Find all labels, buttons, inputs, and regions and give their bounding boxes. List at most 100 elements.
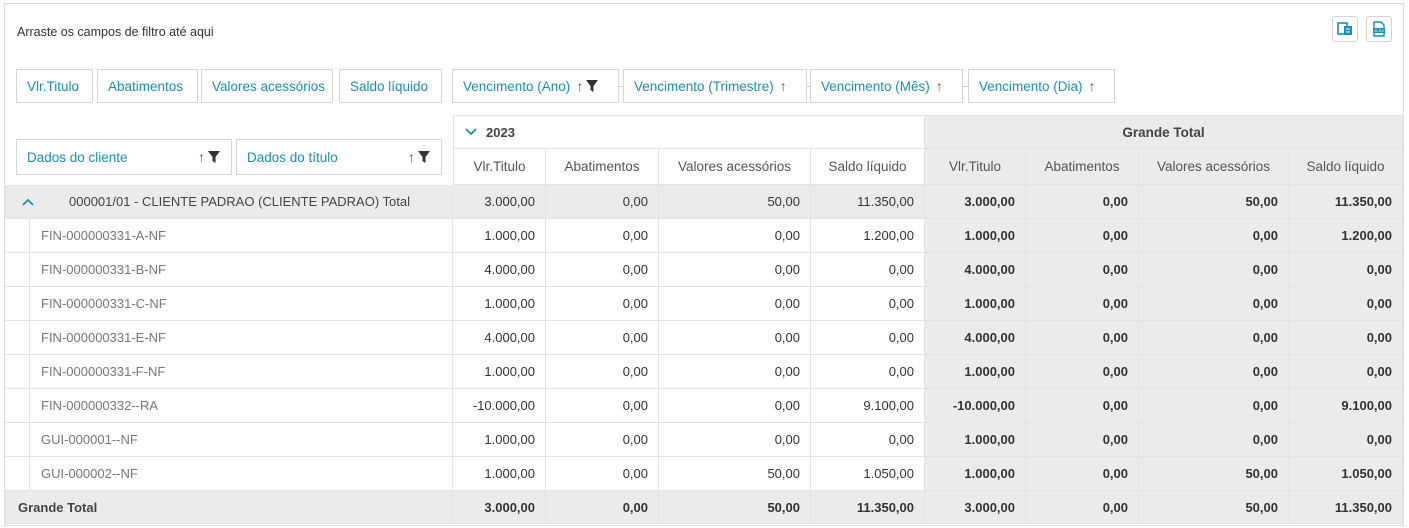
row-label: FIN-000000331-C-NF (5, 287, 453, 321)
column-header-year[interactable]: 2023 (453, 115, 925, 149)
grand-total-value-cell: 0,00 (1026, 219, 1139, 253)
sort-arrow-icon[interactable]: ↑ (779, 78, 787, 94)
value-cell: 4.000,00 (453, 321, 546, 355)
grand-total-label-text: Grande Total (18, 499, 98, 515)
value-cell: 0,00 (811, 253, 925, 287)
data-field-label: Abatimentos (108, 78, 184, 94)
grand-total-value-cell: 0,00 (1139, 287, 1289, 321)
value-cell: 1.000,00 (453, 355, 546, 389)
grand-total-value-cell: 0,00 (1139, 219, 1289, 253)
row-label-text: GUI-000001--NF (41, 432, 138, 447)
measure-header[interactable]: Vlr.Titulo (453, 149, 546, 185)
grand-total-value-cell: 0,00 (1026, 491, 1139, 524)
export-excel-icon[interactable]: XLSX (1366, 16, 1392, 42)
row-label-text: FIN-000000332--RA (41, 398, 159, 413)
row-field-label: Dados do cliente (27, 149, 128, 165)
data-field-chip[interactable]: Saldo líquido (339, 69, 442, 103)
value-cell: 0,00 (546, 457, 659, 491)
value-cell: 0,00 (659, 287, 811, 321)
row-field-chip[interactable]: Dados do cliente ↑ (16, 139, 232, 175)
data-field-label: Valores acessórios (212, 78, 326, 94)
row-field-controls: ↑ (402, 149, 431, 165)
client-row-label[interactable]: 000001/01 - CLIENTE PADRAO (CLIENTE PADR… (5, 185, 453, 219)
value-cell: 0,00 (811, 287, 925, 321)
filter-icon[interactable] (585, 79, 599, 93)
grand-total-value-cell: 11.350,00 (1289, 185, 1403, 219)
grand-total-value-cell: 0,00 (1289, 321, 1403, 355)
field-connector (963, 86, 968, 87)
grand-total-value-cell: 0,00 (1026, 287, 1139, 321)
grand-total-value-cell: 50,00 (1139, 491, 1289, 524)
column-field-chip[interactable]: Vencimento (Dia) ↑ (968, 69, 1115, 103)
value-cell: 9.100,00 (811, 389, 925, 423)
measure-header[interactable]: Valores acessórios (1139, 149, 1289, 185)
row-label-text: FIN-000000331-E-NF (41, 330, 166, 345)
chevron-down-icon[interactable] (464, 127, 478, 137)
grand-total-value-cell: 0,00 (1026, 423, 1139, 457)
column-field-chip[interactable]: Vencimento (Trimestre) ↑ (623, 69, 807, 103)
svg-text:XLSX: XLSX (1374, 28, 1385, 33)
measure-header[interactable]: Vlr.Titulo (925, 149, 1026, 185)
sort-arrow-icon[interactable]: ↑ (1088, 78, 1096, 94)
column-field-chip[interactable]: Vencimento (Ano) ↑ (452, 69, 619, 103)
grand-total-value-cell: 0,00 (1139, 423, 1289, 457)
value-cell: 1.050,00 (811, 457, 925, 491)
value-cell: 1.000,00 (453, 423, 546, 457)
data-field-chip[interactable]: Abatimentos (97, 69, 198, 103)
row-label-text: FIN-000000331-C-NF (41, 296, 167, 311)
value-cell: 1.000,00 (453, 457, 546, 491)
data-field-chip[interactable]: Vlr.Titulo (16, 69, 93, 103)
value-cell: 0,00 (811, 423, 925, 457)
sort-arrow-icon[interactable]: ↑ (198, 149, 205, 165)
data-field-chip[interactable]: Valores acessórios (201, 69, 333, 103)
measure-header[interactable]: Saldo líquido (1289, 149, 1403, 185)
sort-arrow-icon[interactable]: ↑ (935, 78, 943, 94)
grand-total-value-cell: 3.000,00 (925, 185, 1026, 219)
grand-total-value-cell: 0,00 (1289, 423, 1403, 457)
value-cell: 0,00 (659, 219, 811, 253)
column-field-label: Vencimento (Ano) (463, 78, 571, 94)
value-cell: 11.350,00 (811, 491, 925, 524)
grand-total-value-cell: 50,00 (1139, 185, 1289, 219)
filter-drop-area[interactable]: Arraste os campos de filtro até aqui (17, 25, 214, 39)
grand-total-value-cell: 0,00 (1026, 457, 1139, 491)
grand-total-value-cell: 0,00 (1139, 253, 1289, 287)
measure-header[interactable]: Abatimentos (1026, 149, 1139, 185)
grand-total-row-label: Grande Total (5, 491, 453, 524)
value-cell: 1.200,00 (811, 219, 925, 253)
column-field-label: Vencimento (Mês) (821, 78, 930, 94)
row-indent-strip (5, 287, 30, 321)
column-chooser-icon[interactable] (1332, 16, 1358, 42)
value-cell: 0,00 (546, 389, 659, 423)
row-label-text: GUI-000002--NF (41, 466, 138, 481)
filter-icon[interactable] (417, 150, 431, 164)
value-cell: 0,00 (546, 355, 659, 389)
column-field-chip[interactable]: Vencimento (Mês) ↑ (810, 69, 963, 103)
value-cell: 0,00 (546, 491, 659, 524)
sort-arrow-icon[interactable]: ↑ (408, 149, 415, 165)
grand-total-value-cell: 0,00 (1026, 253, 1139, 287)
value-cell: 0,00 (659, 253, 811, 287)
measure-header[interactable]: Valores acessórios (659, 149, 811, 185)
value-cell: 50,00 (659, 185, 811, 219)
row-field-chip[interactable]: Dados do título ↑ (236, 139, 442, 175)
row-label: FIN-000000332--RA (5, 389, 453, 423)
client-label-text: 000001/01 - CLIENTE PADRAO (CLIENTE PADR… (69, 194, 411, 209)
measure-header[interactable]: Abatimentos (546, 149, 659, 185)
value-cell: 0,00 (546, 253, 659, 287)
row-label-text: FIN-000000331-F-NF (41, 364, 166, 379)
grand-total-value-cell: 9.100,00 (1289, 389, 1403, 423)
measure-header[interactable]: Saldo líquido (811, 149, 925, 185)
row-label: FIN-000000331-B-NF (5, 253, 453, 287)
row-indent-strip (5, 355, 30, 389)
value-cell: 0,00 (659, 423, 811, 457)
filter-icon[interactable] (207, 150, 221, 164)
grand-total-value-cell: 1.000,00 (925, 423, 1026, 457)
grand-total-value-cell: 0,00 (1026, 355, 1139, 389)
sort-arrow-icon[interactable]: ↑ (576, 78, 584, 94)
chevron-up-icon[interactable] (21, 197, 35, 207)
row-field-label: Dados do título (247, 149, 338, 165)
column-field-label: Vencimento (Dia) (979, 78, 1083, 94)
row-label: FIN-000000331-E-NF (5, 321, 453, 355)
grand-total-value-cell: 11.350,00 (1289, 491, 1403, 524)
